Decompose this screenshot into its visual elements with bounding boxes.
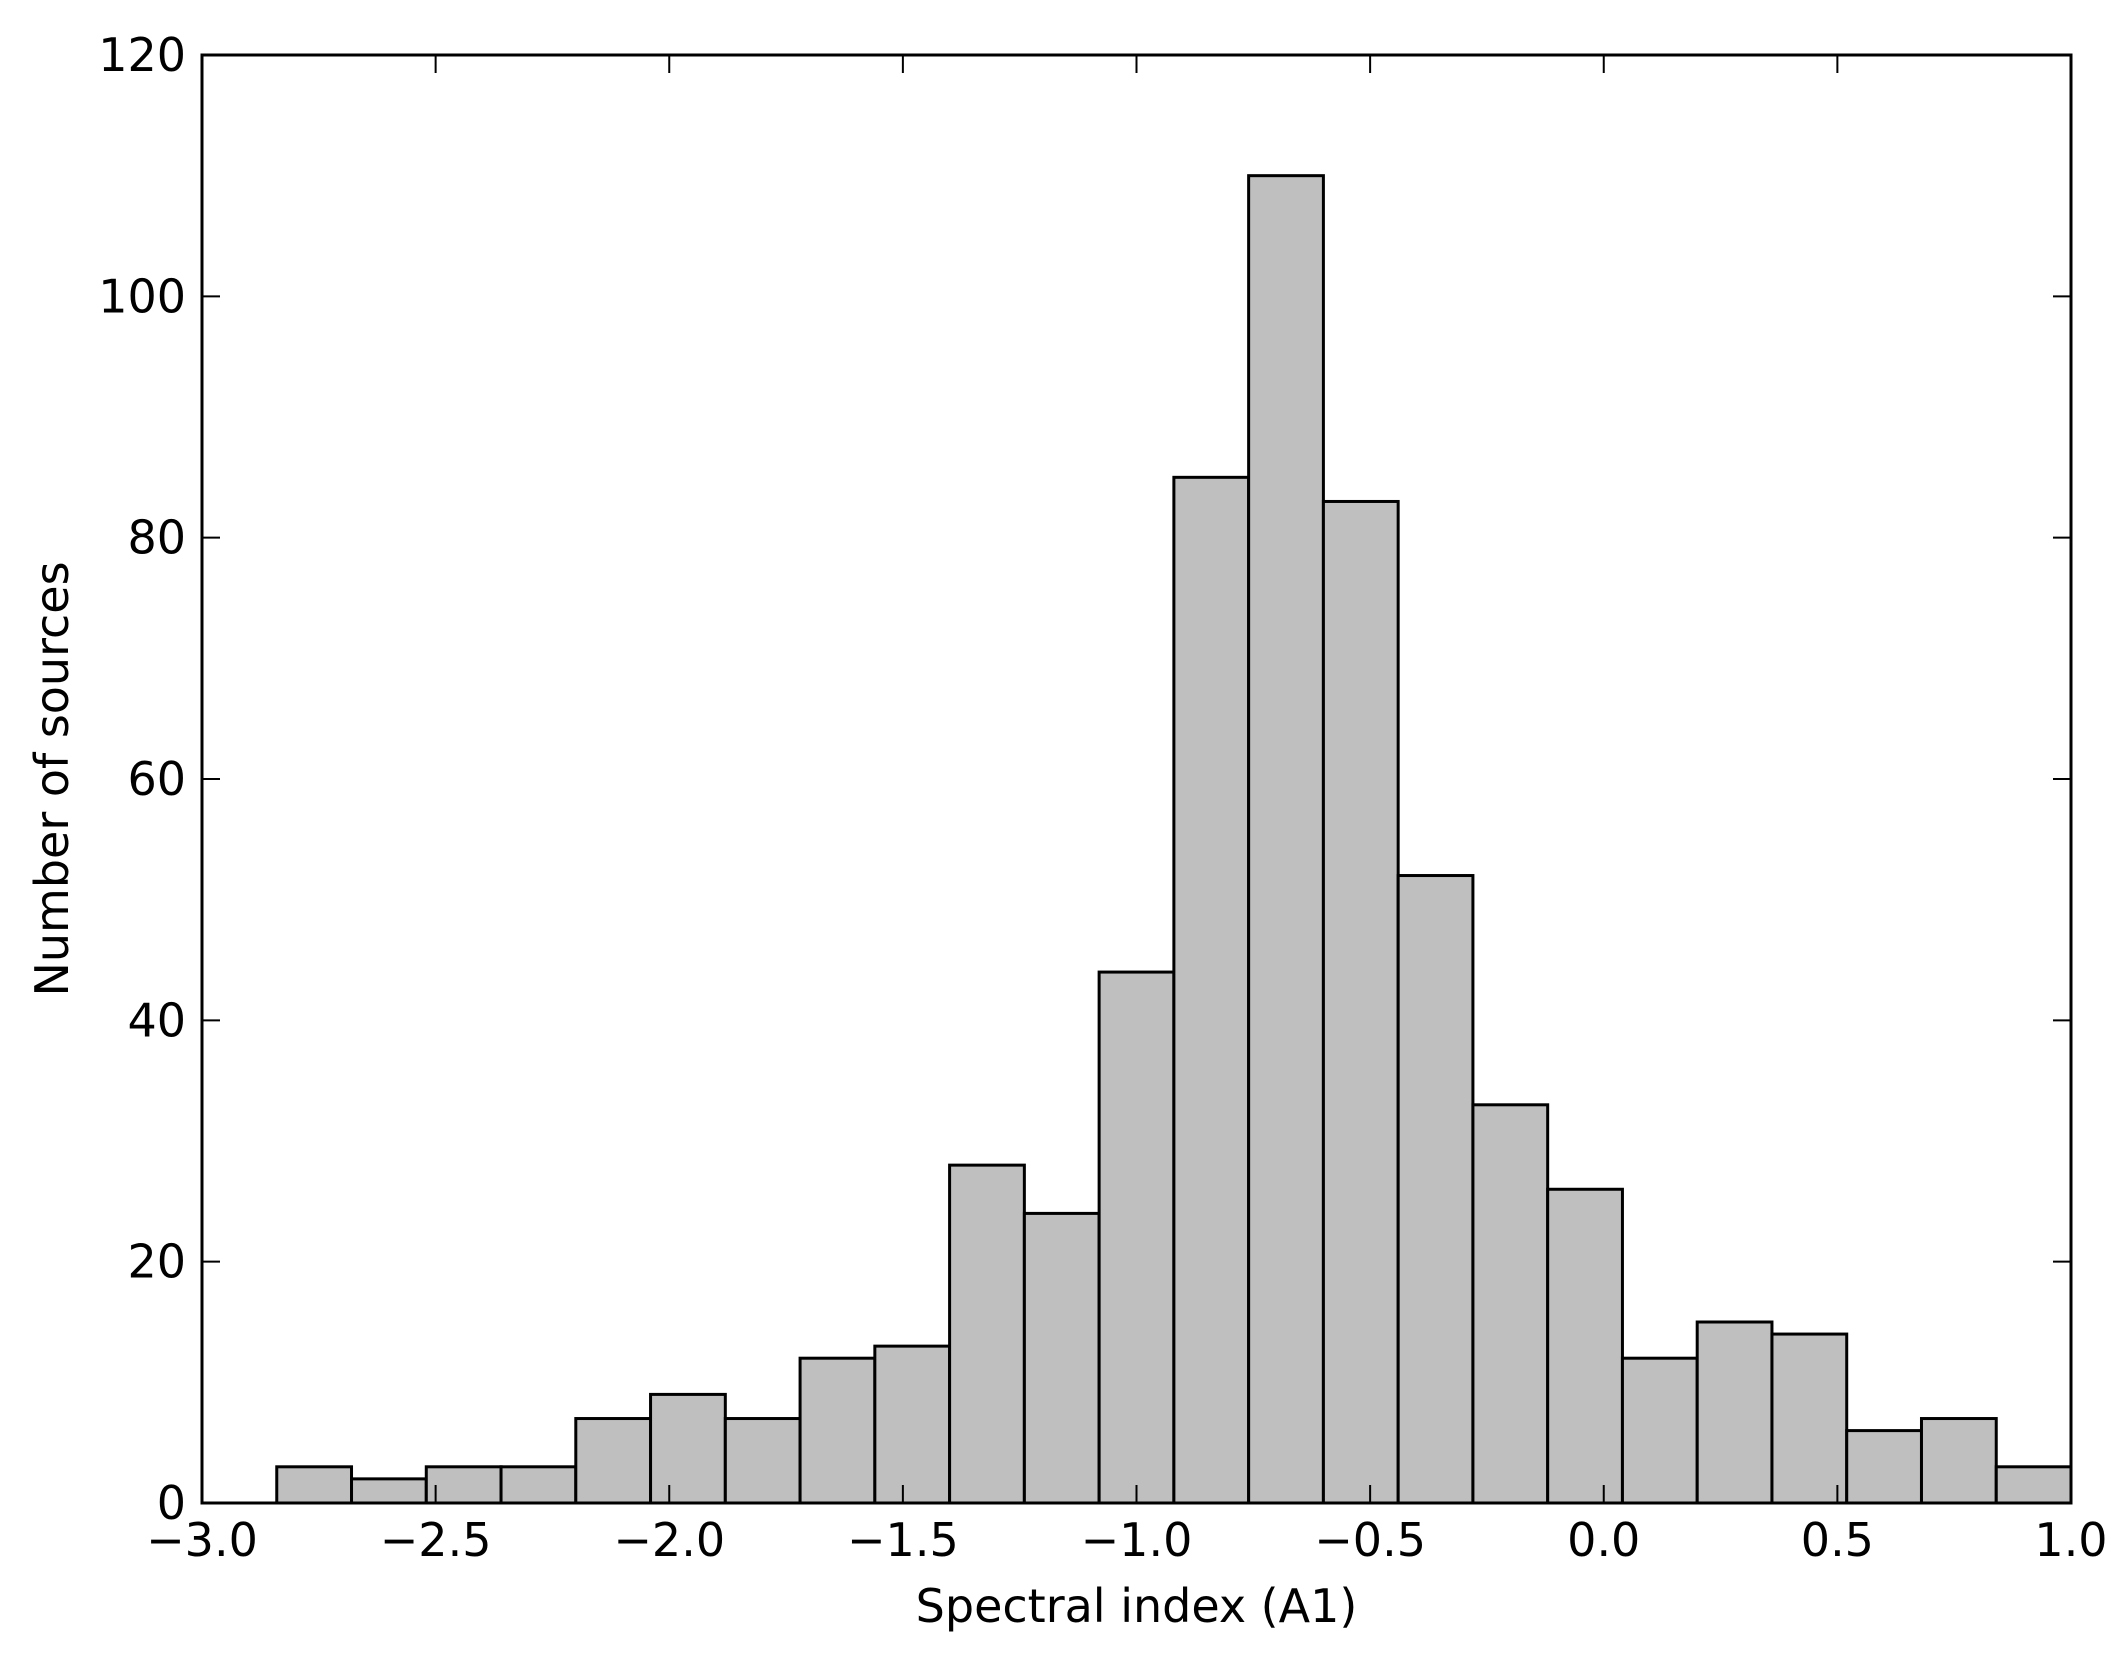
histogram-bar <box>499 1465 578 1505</box>
histogram-bar <box>424 1465 503 1505</box>
y-tick-label: 0 <box>157 1476 186 1530</box>
x-axis-label: Spectral index (A1) <box>916 1579 1358 1633</box>
histogram-bar <box>1919 1417 1998 1505</box>
histogram-bar <box>1097 970 1176 1505</box>
x-tick-labels: −3.0 −2.5 −2.0 −1.5 −1.0 −0.5 0.0 0.5 1.0 <box>146 1513 2107 1567</box>
y-tick-label: 40 <box>127 993 186 1047</box>
histogram-bar <box>1396 874 1475 1505</box>
histogram-bar <box>1994 1465 2073 1505</box>
histogram-bar <box>1471 1103 1550 1505</box>
x-tick-label: −1.0 <box>1081 1513 1193 1567</box>
histogram-bar <box>1620 1356 1699 1505</box>
histogram-bar <box>798 1356 877 1505</box>
histogram-bar <box>1695 1320 1774 1505</box>
x-tick-label: 1.0 <box>2034 1513 2107 1567</box>
histogram-bar <box>649 1392 727 1505</box>
y-tick-label: 60 <box>127 752 186 806</box>
histogram-bar <box>873 1344 952 1505</box>
x-tick-label: −2.5 <box>380 1513 492 1567</box>
x-tick-label: 0.0 <box>1567 1513 1640 1567</box>
y-axis-label: Number of sources <box>25 561 79 996</box>
histogram-bar <box>1321 499 1400 1505</box>
histogram-bar <box>574 1417 653 1505</box>
x-tick-label: −3.0 <box>146 1513 258 1567</box>
histogram-bar <box>948 1163 1026 1505</box>
histogram-bar <box>1546 1187 1624 1505</box>
histogram-bar <box>1770 1332 1849 1505</box>
histogram-bar <box>1022 1211 1101 1505</box>
y-tick-label: 20 <box>127 1235 186 1289</box>
x-tick-label: 0.5 <box>1801 1513 1874 1567</box>
histogram-bar <box>275 1465 354 1505</box>
y-tick-label: 80 <box>127 511 186 565</box>
x-tick-label: −2.0 <box>613 1513 725 1567</box>
y-tick-label: 100 <box>98 269 186 323</box>
y-tick-labels: 0 20 40 60 80 100 120 <box>98 28 186 1530</box>
histogram-bar <box>1247 174 1325 1505</box>
histogram-bar <box>1172 475 1251 1505</box>
histogram-bar <box>350 1477 428 1505</box>
histogram-bar <box>1845 1429 1923 1505</box>
x-tick-label: −0.5 <box>1314 1513 1426 1567</box>
histogram-bars <box>275 174 2073 1505</box>
x-tick-label: −1.5 <box>847 1513 959 1567</box>
plot-frame <box>200 53 2073 1505</box>
histogram-bar <box>723 1417 802 1505</box>
y-tick-label: 120 <box>98 28 186 82</box>
